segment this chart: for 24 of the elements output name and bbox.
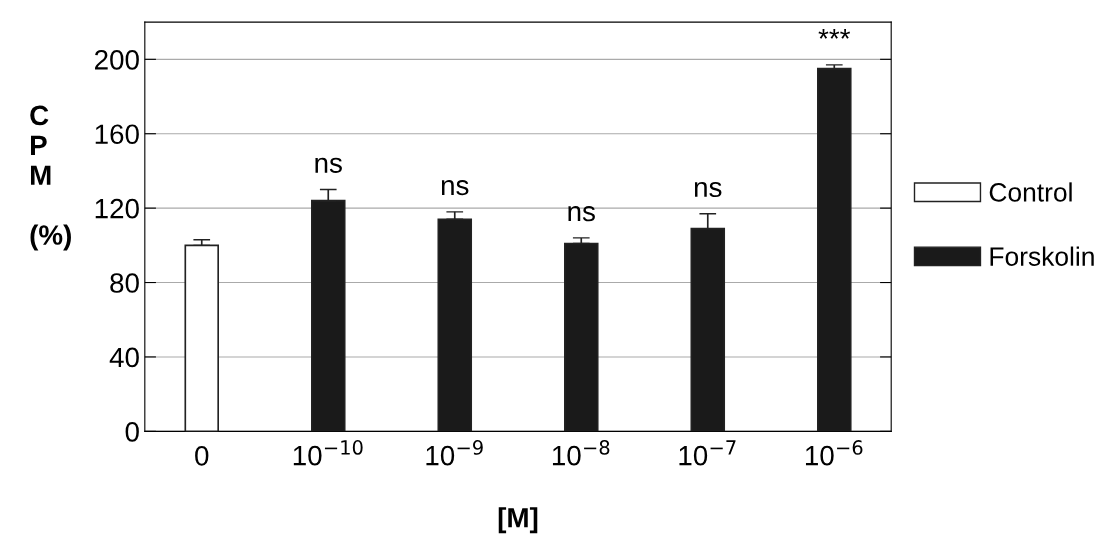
x-tick-label: 10$^{−8}$	[552, 440, 610, 466]
bar	[563, 242, 599, 432]
x-tick-label: 0	[195, 445, 209, 466]
x-tick-label: 10$^{−7}$	[679, 440, 736, 466]
annotation: ***	[818, 28, 851, 39]
y-tick-label: 200	[95, 49, 139, 70]
annotation: ns	[441, 180, 469, 196]
legend-label: Forskolin	[990, 246, 1094, 266]
y-tick-label: 40	[109, 347, 139, 368]
x-tick-label: 10$^{−6}$	[805, 440, 863, 466]
x-tick-label: 10$^{−10}$	[293, 440, 363, 466]
annotation: ns	[315, 157, 342, 173]
annotation: ns	[694, 181, 722, 198]
y-tick-label: 80	[110, 273, 139, 293]
y-tick-label: 0	[125, 422, 139, 442]
bar	[184, 244, 220, 432]
legend-label: Control	[989, 182, 1072, 202]
text: C P M (%)	[30, 105, 71, 251]
x-tick-label: 10$^{−9}$	[426, 440, 483, 466]
bar	[816, 67, 852, 432]
y-tick-label: 160	[95, 124, 139, 145]
annotation: ns	[568, 206, 595, 222]
x-axis-title: [M]	[498, 507, 538, 534]
y-tick-label: 120	[95, 198, 139, 219]
